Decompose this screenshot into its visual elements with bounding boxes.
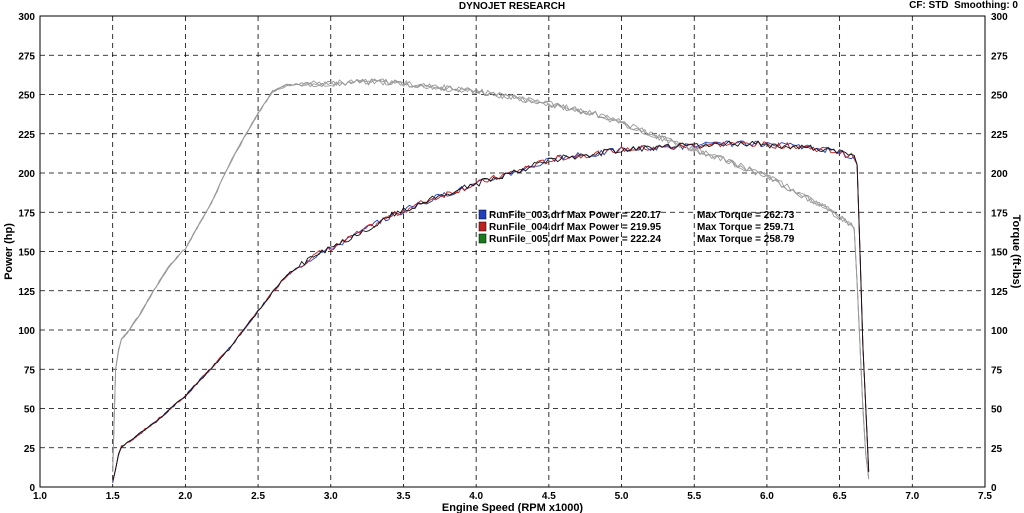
x-tick-label: 1.0 [33, 491, 47, 502]
x-tick-label: 4.5 [542, 491, 556, 502]
y-tick-label: 100 [18, 326, 35, 337]
power-line [112, 140, 870, 483]
x-tick-label: 4.0 [469, 491, 483, 502]
y2-tick-label: 275 [991, 51, 1008, 62]
y-tick-label: 125 [18, 287, 35, 298]
legend-swatch [478, 209, 487, 220]
y-tick-label: 50 [24, 405, 36, 416]
legend-run-label: RunFile_004.drf Max Power = 219.95 [489, 222, 661, 233]
y2-tick-label: 125 [991, 287, 1008, 298]
y-tick-label: 250 [18, 91, 35, 102]
grid-lines [40, 16, 985, 487]
y-tick-label: 0 [29, 483, 35, 494]
y2-tick-label: 200 [991, 169, 1008, 180]
chart-settings-readout: CF: STD Smoothing: 0 [909, 0, 1018, 11]
x-tick-label: 7.5 [978, 491, 992, 502]
y-tick-label: 275 [18, 51, 35, 62]
y-tick-labels: 0 25 50 75 100 125 150 175 200 225 250 275 300 [18, 12, 35, 494]
legend-entry: RunFile_005.drf Max Power = 222.24 Max To… [478, 233, 795, 245]
x-tick-label: 6.0 [760, 491, 774, 502]
x-axis-label: Engine Speed (RPM x1000) [442, 502, 584, 513]
y-tick-label: 175 [18, 208, 35, 219]
torque-line [112, 78, 870, 480]
y2-tick-label: 150 [991, 248, 1008, 259]
x-tick-label: 2.0 [178, 491, 192, 502]
x-tick-label: 5.5 [687, 491, 701, 502]
y2-tick-label: 75 [991, 365, 1003, 376]
series-lines [112, 78, 870, 484]
smoothing-label: Smoothing: 0 [954, 0, 1018, 11]
chart-title: DYNOJET RESEARCH [458, 1, 566, 12]
power-line [112, 140, 870, 482]
legend-entry: RunFile_003.drf Max Power = 220.17 Max To… [478, 209, 795, 221]
legend-swatch [478, 221, 487, 232]
x-tick-labels: 1.0 1.5 2.0 2.5 3.0 3.5 4.0 4.5 5.0 5.5 6.0 6.5 7.0 7… [33, 491, 992, 502]
y2-tick-labels: 0 25 50 75 100 125 150 175 200 225 250 275 300 [991, 12, 1008, 494]
y-tick-label: 225 [18, 130, 35, 141]
y2-tick-label: 250 [991, 91, 1008, 102]
y-axis-label: Power (hp) [3, 223, 15, 280]
legend-torque-label: Max Torque = 262.73 [697, 210, 795, 221]
x-tick-label: 3.0 [324, 491, 338, 502]
legend: RunFile_003.drf Max Power = 220.17 Max To… [478, 209, 795, 245]
x-tick-label: 1.5 [106, 491, 120, 502]
y2-tick-label: 50 [991, 405, 1003, 416]
x-tick-label: 5.0 [615, 491, 629, 502]
cf-label: CF: STD [909, 0, 949, 11]
legend-run-label: RunFile_005.drf Max Power = 222.24 [489, 234, 661, 245]
legend-torque-label: Max Torque = 259.71 [697, 222, 795, 233]
x-tick-label: 2.5 [251, 491, 265, 502]
y2-axis-label: Torque (ft-lbs) [1010, 215, 1022, 289]
y2-tick-label: 0 [991, 483, 997, 494]
x-tick-label: 6.5 [833, 491, 847, 502]
legend-entry: RunFile_004.drf Max Power = 219.95 Max To… [478, 221, 795, 233]
y-tick-label: 25 [24, 444, 36, 455]
legend-torque-label: Max Torque = 258.79 [697, 234, 795, 245]
y-tick-label: 300 [18, 12, 35, 23]
y-tick-label: 150 [18, 248, 35, 259]
y2-tick-label: 175 [991, 208, 1008, 219]
legend-swatch [478, 233, 487, 244]
x-tick-label: 7.0 [905, 491, 919, 502]
y2-tick-label: 225 [991, 130, 1008, 141]
x-tick-label: 3.5 [397, 491, 411, 502]
y2-tick-label: 100 [991, 326, 1008, 337]
y-tick-label: 75 [24, 365, 36, 376]
y2-tick-label: 300 [991, 12, 1008, 23]
legend-run-label: RunFile_003.drf Max Power = 220.17 [489, 210, 661, 221]
y-tick-label: 200 [18, 169, 35, 180]
y2-tick-label: 25 [991, 444, 1003, 455]
